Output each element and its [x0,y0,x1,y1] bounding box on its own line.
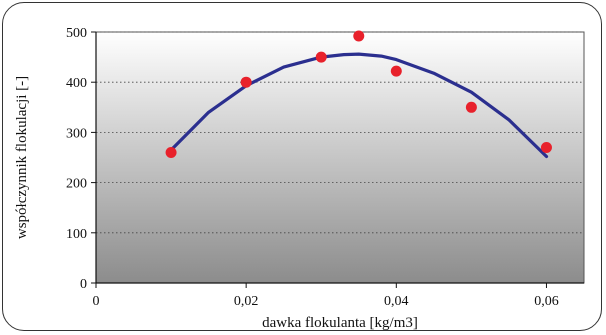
data-points-layer [165,30,552,158]
data-point [240,76,252,88]
y-axis-title: współczynnik flokulacji [-] [14,76,30,239]
y-tick-label: 500 [66,26,87,41]
y-tick-label: 400 [66,76,87,91]
x-tick-label: 0,02 [234,294,259,309]
data-point [353,30,365,42]
x-tick-label: 0 [93,294,100,309]
data-point [315,51,327,63]
y-tick-label: 200 [66,177,87,192]
y-tick-label: 100 [66,227,87,242]
data-point [390,65,402,77]
y-tick-label: 0 [80,277,87,292]
x-axis-title: dawka flokulanta [kg/m3] [262,315,418,331]
x-tick-label: 0,06 [534,294,559,309]
axes: 0 100 200 300 400 500 0 0,02 0,04 0,06 [66,26,584,309]
plot-area [95,31,585,284]
grid-lines [96,31,584,234]
x-tick-label: 0,04 [384,294,409,309]
data-point [465,101,477,113]
data-point [540,141,552,153]
y-tick-label: 300 [66,126,87,141]
data-point [165,146,177,158]
